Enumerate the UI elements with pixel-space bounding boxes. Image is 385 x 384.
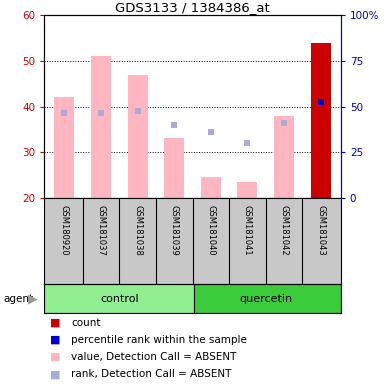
Text: rank, Detection Call = ABSENT: rank, Detection Call = ABSENT xyxy=(71,369,232,379)
Bar xyxy=(91,56,111,198)
Bar xyxy=(311,43,331,198)
Bar xyxy=(274,116,294,198)
Text: ■: ■ xyxy=(50,335,60,345)
Bar xyxy=(194,284,341,313)
Bar xyxy=(164,139,184,198)
Text: GSM181040: GSM181040 xyxy=(206,205,215,255)
Text: GSM181043: GSM181043 xyxy=(316,205,325,255)
Text: GSM181041: GSM181041 xyxy=(243,205,252,255)
Bar xyxy=(54,98,74,198)
Text: ■: ■ xyxy=(50,318,60,328)
Bar xyxy=(237,182,258,198)
Text: agent: agent xyxy=(4,293,34,304)
Text: ▶: ▶ xyxy=(28,292,37,305)
Text: value, Detection Call = ABSENT: value, Detection Call = ABSENT xyxy=(71,352,237,362)
Text: percentile rank within the sample: percentile rank within the sample xyxy=(71,335,247,345)
Bar xyxy=(201,177,221,198)
Text: GSM181038: GSM181038 xyxy=(133,205,142,255)
Text: count: count xyxy=(71,318,101,328)
Text: quercetin: quercetin xyxy=(239,293,292,304)
Text: GSM180920: GSM180920 xyxy=(60,205,69,255)
Bar xyxy=(127,74,148,198)
Text: GSM181042: GSM181042 xyxy=(280,205,288,255)
Text: ■: ■ xyxy=(50,369,60,379)
Title: GDS3133 / 1384386_at: GDS3133 / 1384386_at xyxy=(115,1,270,14)
Text: ■: ■ xyxy=(50,352,60,362)
Text: GSM181037: GSM181037 xyxy=(97,205,105,255)
Text: GSM181039: GSM181039 xyxy=(170,205,179,255)
Text: control: control xyxy=(100,293,139,304)
Bar xyxy=(44,284,194,313)
